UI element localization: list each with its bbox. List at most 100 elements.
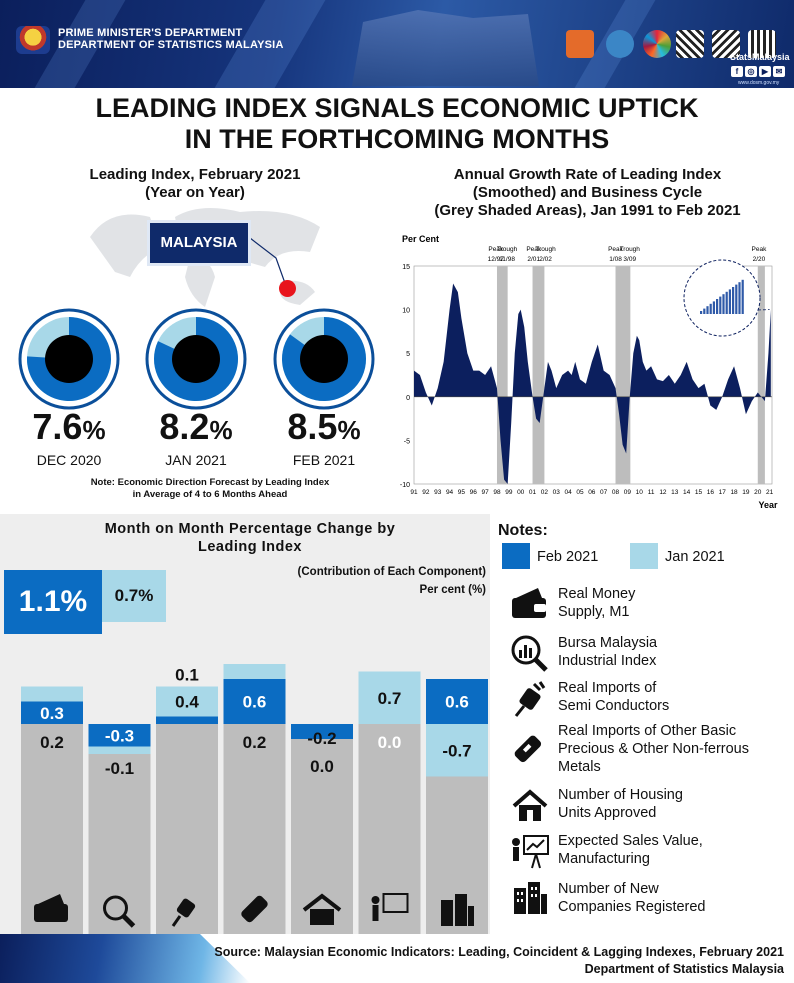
note-metals: Real Imports of Other Basic Precious & Ot… xyxy=(558,722,749,776)
legend-jan-swatch xyxy=(630,543,658,569)
x-tick-label: 15 xyxy=(695,489,703,496)
sdg-wheel-logo xyxy=(643,30,671,58)
bar-value-label: 0.6 xyxy=(243,693,267,712)
growth-title-line-2: (Smoothed) and Business Cycle xyxy=(472,184,703,201)
turning-point-kind: Trough xyxy=(535,246,556,253)
x-tick-label: 07 xyxy=(600,489,608,496)
metal-icon xyxy=(241,895,268,923)
qr-code-1[interactable] xyxy=(676,30,704,58)
magnifier-chart-icon xyxy=(508,632,552,677)
instagram-icon[interactable]: ◎ xyxy=(745,66,757,77)
x-tick-label: 97 xyxy=(482,489,490,496)
bar-value-label: 0.6 xyxy=(445,693,469,712)
growth-title-line-3: (Grey Shaded Areas), Jan 1991 to Feb 202… xyxy=(434,202,741,219)
x-tick-label: 10 xyxy=(636,489,644,496)
yoy-value-dec-2020: 7.6% xyxy=(14,406,124,448)
qr-code-2[interactable] xyxy=(712,30,740,58)
bar-base xyxy=(358,724,421,934)
x-tick-label: 17 xyxy=(719,489,727,496)
y-tick-label: 0 xyxy=(406,395,410,402)
chip-plug-icon xyxy=(508,680,552,725)
turning-point-kind: Peak xyxy=(488,246,504,253)
note-line: Number of Housing xyxy=(558,787,683,803)
x-tick-label: 05 xyxy=(576,489,584,496)
turning-point-kind: Peak xyxy=(526,246,542,253)
turning-point-date: 2/02 xyxy=(539,256,552,263)
turning-point-date: 11/98 xyxy=(499,256,515,263)
mail-icon[interactable]: ✉ xyxy=(773,66,785,77)
x-tick-label: 96 xyxy=(470,489,478,496)
youtube-icon[interactable]: ▶ xyxy=(759,66,771,77)
qr-code-3[interactable] xyxy=(748,30,776,58)
mom-subtitle: (Contribution of Each Component) xyxy=(297,566,486,578)
website-url[interactable]: www.dosm.gov.my xyxy=(738,80,780,86)
main-title: LEADING INDEX SIGNALS ECONOMIC UPTICK IN… xyxy=(0,93,794,155)
icon-shape xyxy=(302,893,342,912)
mom-title-line-2: Leading Index xyxy=(198,539,302,555)
yoy-unit: % xyxy=(82,415,106,445)
note-line: Real Imports of xyxy=(558,680,657,696)
note-companies: Number of New Companies Registered xyxy=(558,880,706,916)
icon-shape xyxy=(38,894,64,904)
bar-jan-2021 xyxy=(156,686,218,717)
yoy-month-label: DEC 2020 xyxy=(36,452,102,468)
zoom-inset-bar xyxy=(722,294,725,314)
x-tick-label: 92 xyxy=(422,489,430,496)
donut-feb-2021 xyxy=(273,308,375,410)
note-line: Companies Registered xyxy=(558,899,706,915)
mom-bar-chart: 0.3 0.2 -0.3 -0.1 0.4 0.1 0.6 0.2 -0.2 0.0 0.7 0.0 0… xyxy=(21,664,488,934)
forecast-note-line-1: Note: Economic Direction Forecast by Lea… xyxy=(90,477,330,488)
bar-feb-2021 xyxy=(223,679,286,724)
mom-unit-label: Per cent (%) xyxy=(419,584,486,596)
zoom-inset-bar xyxy=(735,284,738,314)
bar-jan-2021 xyxy=(426,724,488,777)
org-line-2: DEPARTMENT OF STATISTICS MALAYSIA xyxy=(58,39,284,51)
bar-base xyxy=(88,754,151,934)
bar-value-label: -0.7 xyxy=(442,741,471,760)
yoy-number: 8.5 xyxy=(287,406,338,447)
icon-shape xyxy=(103,895,128,921)
recession-band xyxy=(757,266,765,484)
malaysia-label: MALAYSIA xyxy=(147,220,251,266)
bar-jan-2021 xyxy=(223,664,286,679)
x-tick-label: 14 xyxy=(683,489,691,496)
zoom-inset-bar xyxy=(709,303,712,314)
legend-jan-label: Jan 2021 xyxy=(665,549,725,565)
bar-value-label: -0.2 xyxy=(307,729,336,748)
turning-point-date: 2/01 xyxy=(527,256,540,263)
recession-band xyxy=(496,266,508,484)
x-tick-label: 16 xyxy=(707,489,715,496)
y-axis-label: Per Cent xyxy=(402,234,439,244)
zoom-inset xyxy=(683,259,761,337)
icon-shape xyxy=(176,898,196,918)
legend-feb-swatch xyxy=(502,543,530,569)
growth-area-series xyxy=(414,283,771,484)
x-tick-label: 04 xyxy=(564,489,572,496)
forecast-note: Note: Economic Direction Forecast by Lea… xyxy=(80,477,340,501)
bar-jan-2021 xyxy=(88,746,151,754)
facebook-icon[interactable]: f xyxy=(731,66,743,77)
bar-feb-2021 xyxy=(156,716,218,724)
note-line: Metals xyxy=(558,759,601,775)
icon-shape xyxy=(371,896,380,904)
map-pointer-line xyxy=(250,237,287,287)
zoom-inset-bar xyxy=(700,311,703,314)
legend-feb-label: Feb 2021 xyxy=(537,549,599,565)
org-line-1: PRIME MINISTER'S DEPARTMENT xyxy=(58,27,243,39)
note-line: Units Approved xyxy=(558,805,657,821)
zoom-inset-bar xyxy=(725,291,728,314)
yoy-month-label: FEB 2021 xyxy=(292,452,356,468)
bar-jan-2021 xyxy=(21,686,83,702)
x-tick-label: 18 xyxy=(730,489,738,496)
yoy-value-jan-2021: 8.2% xyxy=(141,406,251,448)
donut-hole xyxy=(45,335,93,383)
x-tick-label: 09 xyxy=(624,489,632,496)
note-line: Semi Conductors xyxy=(558,698,670,714)
bar-feb-2021 xyxy=(21,701,83,724)
buildings-icon xyxy=(508,878,552,923)
house-icon xyxy=(508,786,552,831)
zoom-inset-bar xyxy=(703,308,706,314)
donut-hole xyxy=(172,335,220,383)
turning-point-kind: Peak xyxy=(608,246,624,253)
